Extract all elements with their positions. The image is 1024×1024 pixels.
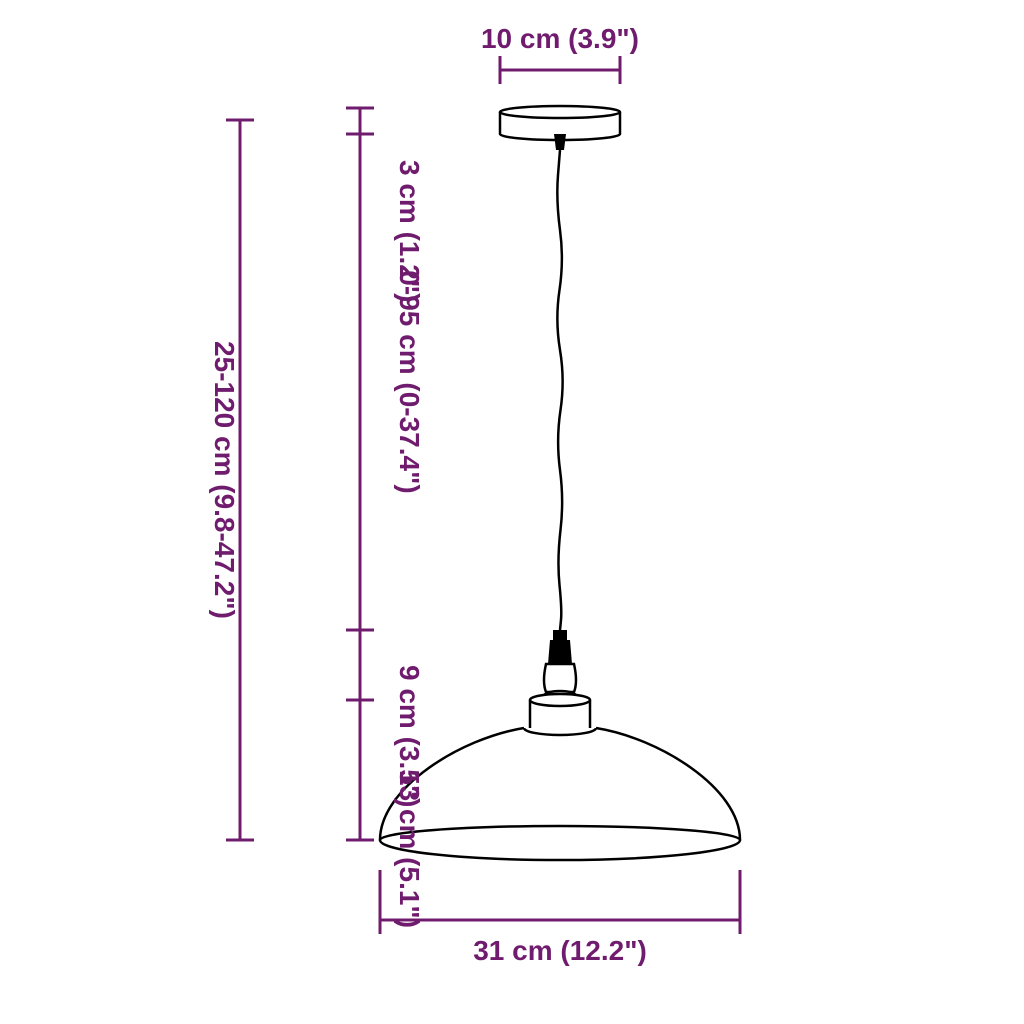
seg_shade-label: 13 cm (5.1") — [394, 770, 425, 928]
total_height-label: 25-120 cm (9.8-47.2") — [209, 341, 240, 619]
seg_cord-label: 0-95 cm (0-37.4") — [394, 270, 425, 493]
top_width-label: 10 cm (3.9") — [481, 23, 639, 54]
bottom_width-label: 31 cm (12.2") — [473, 935, 647, 966]
